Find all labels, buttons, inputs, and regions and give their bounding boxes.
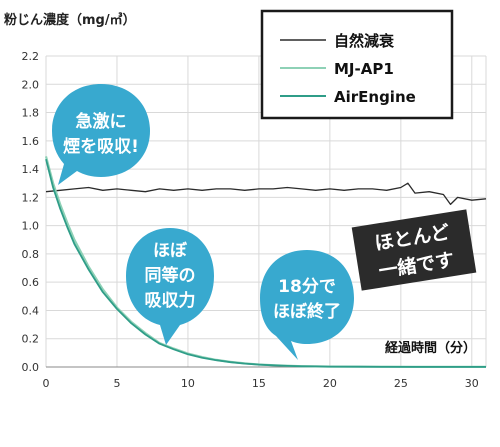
- bubble-shape: [260, 250, 354, 360]
- bubble-shape: [126, 228, 214, 345]
- bubble-text-line1: 18分で: [278, 277, 336, 297]
- series-line-0: [45, 182, 487, 206]
- bubble-text-line2: 同等の: [145, 265, 196, 286]
- annotation-bubble-18min: 18分で ほぼ終了: [260, 250, 354, 360]
- x-tick-label: 0: [43, 377, 50, 390]
- annotation-badge-almost-same: ほとんど 一緒です: [351, 209, 477, 291]
- x-tick-label: 25: [394, 377, 408, 390]
- bubble-text-line2: ほぼ終了: [273, 301, 341, 322]
- badge-shape: [351, 209, 477, 291]
- y-tick-label: 1.8: [22, 107, 40, 120]
- bubble-text-line1: 急激に: [76, 111, 127, 132]
- bubble-text-line2: 煙を吸収!: [63, 137, 139, 157]
- y-tick-label: 0.6: [22, 276, 40, 289]
- y-tick-label: 2.0: [22, 78, 40, 91]
- series-line-2: [45, 158, 486, 368]
- annotation-bubble-rapid-absorption: 急激に 煙を吸収!: [52, 84, 150, 185]
- x-tick-label: 10: [181, 377, 195, 390]
- annotation-bubble-equal-absorption: ほぼ 同等の 吸収力: [126, 228, 214, 345]
- x-tick-label: 5: [113, 377, 120, 390]
- x-tick-labels: 0 5 10 15 20 25 30: [43, 377, 479, 390]
- y-tick-label: 0.0: [22, 361, 40, 374]
- y-tick-label: 1.2: [22, 191, 40, 204]
- y-tick-label: 1.0: [22, 220, 40, 233]
- x-tick-label: 30: [465, 377, 479, 390]
- x-tick-label: 20: [323, 377, 337, 390]
- y-tick-label: 0.4: [22, 304, 40, 317]
- y-tick-label: 1.4: [22, 163, 40, 176]
- legend-label-mj-ap1: MJ-AP1: [334, 60, 394, 78]
- bubble-text-line1: ほぼ: [153, 241, 188, 261]
- y-tick-label: 1.6: [22, 135, 40, 148]
- grid: [45, 55, 487, 368]
- y-tick-label: 0.8: [22, 248, 40, 261]
- legend: 自然減衰 MJ-AP1 AirEngine: [260, 9, 454, 120]
- series-lines: [44, 156, 487, 368]
- y-tick-label: 2.2: [22, 50, 40, 63]
- legend-label-airengine: AirEngine: [334, 88, 416, 106]
- y-tick-labels: 0.0 0.2 0.4 0.6 0.8 1.0 1.2 1.4 1.6 1.8 2.0 2.2: [22, 50, 40, 374]
- x-tick-label: 15: [252, 377, 266, 390]
- y-axis-label: 粉じん濃度（mg/㎥）: [4, 12, 136, 28]
- bubble-shape: [52, 84, 150, 185]
- legend-box: [260, 9, 454, 120]
- legend-label-natural-decay: 自然減衰: [334, 32, 395, 50]
- x-axis-label: 経過時間（分）: [385, 340, 476, 356]
- y-tick-label: 0.2: [22, 333, 40, 346]
- bubble-text-line3: 吸収力: [145, 290, 196, 311]
